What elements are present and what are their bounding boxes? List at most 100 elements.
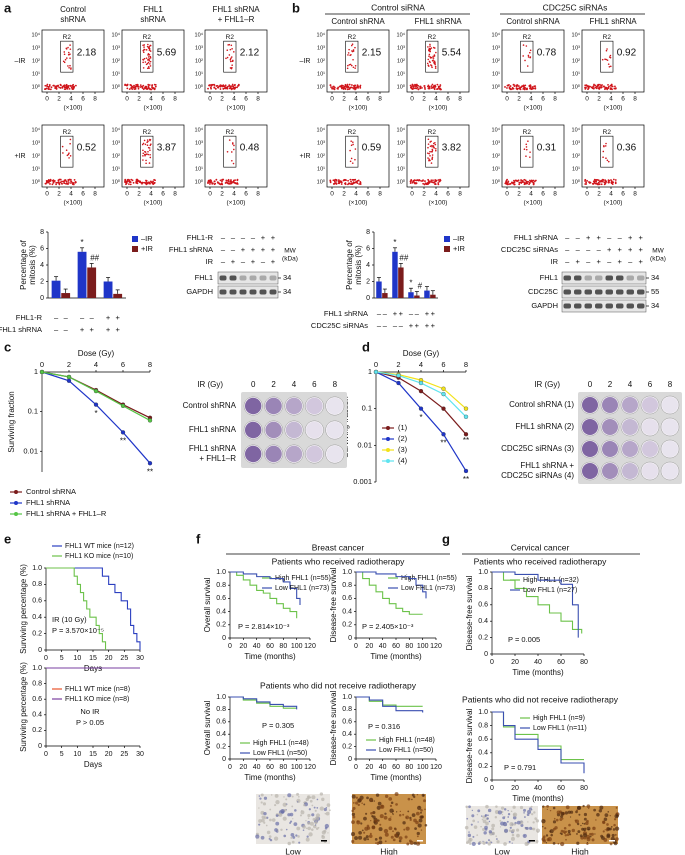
- x-tick-label: 4: [232, 191, 236, 198]
- event-dot: [348, 87, 351, 90]
- gate: [345, 135, 359, 168]
- ihc-texture: [591, 838, 595, 842]
- ihc-texture: [546, 805, 549, 808]
- column-label: Control: [60, 5, 86, 14]
- blot-band: [574, 289, 582, 295]
- event-dot: [145, 49, 148, 51]
- ihc-texture: [371, 825, 376, 830]
- ihc-texture: [523, 816, 526, 818]
- y-tick-label: 10¹: [317, 71, 325, 77]
- event-dot: [348, 48, 350, 51]
- event-dot: [337, 180, 340, 183]
- event-dot: [228, 54, 231, 56]
- y-tick-label: 0.6: [216, 595, 226, 602]
- ihc-texture: [309, 799, 313, 803]
- event-dot: [354, 64, 357, 67]
- event-dot: [589, 85, 591, 88]
- ihc-texture: [580, 824, 582, 827]
- event-dot: [74, 181, 77, 184]
- ihc-texture: [326, 803, 331, 807]
- sign: +: [586, 233, 591, 242]
- event-dot: [145, 162, 147, 165]
- x-tick-label: 10: [73, 751, 81, 758]
- ihc-texture: [398, 814, 402, 817]
- x-tick-label: 0: [208, 96, 212, 103]
- ihc-texture: [421, 793, 425, 797]
- ihc-texture: [562, 830, 566, 834]
- ihc-texture: [406, 842, 410, 846]
- event-dot: [58, 178, 61, 181]
- point: [396, 373, 401, 378]
- ihc-texture: [296, 798, 301, 804]
- legend-label: High FHL1 (n=48): [379, 737, 435, 744]
- event-dot: [419, 86, 422, 89]
- flow-plot-frame: [581, 29, 645, 93]
- event-dot: [424, 182, 427, 185]
- event-dot: [609, 54, 612, 57]
- x-tick-label: 2: [342, 96, 346, 103]
- blot-strip: [217, 285, 279, 299]
- event-dot: [330, 86, 332, 88]
- y-tick-label: 10⁴: [195, 126, 204, 133]
- event-dot: [353, 87, 356, 90]
- ihc-texture: [611, 833, 615, 837]
- bar: [113, 293, 123, 298]
- colonies: [245, 445, 262, 463]
- ihc-texture: [542, 805, 545, 808]
- survival-curve: [356, 696, 423, 707]
- ihc-texture: [261, 818, 265, 823]
- x-tick-label: 8: [553, 191, 557, 198]
- ihc-texture: [468, 805, 471, 809]
- event-dot: [511, 86, 514, 89]
- event-dot: [55, 88, 58, 90]
- event-dot: [332, 179, 335, 182]
- event-dot: [413, 179, 416, 182]
- y-tick-label: 1.0: [478, 709, 488, 716]
- ihc-texture: [368, 834, 373, 838]
- event-dot: [526, 182, 529, 185]
- event-dot: [597, 181, 600, 184]
- ihc-texture: [358, 835, 363, 840]
- ihc-texture: [285, 828, 288, 831]
- well: [660, 395, 680, 415]
- y-axis-label: mitosis (%): [354, 245, 363, 285]
- y-tick-label: 0.1: [362, 404, 372, 413]
- event-dot: [344, 183, 347, 186]
- event-dot: [593, 178, 596, 181]
- well: [660, 439, 680, 459]
- significance-label: *: [80, 238, 83, 247]
- x-tick-label: 4: [529, 96, 533, 103]
- event-dot: [525, 143, 528, 146]
- event-dot: [612, 178, 615, 181]
- ihc-texture: [470, 823, 473, 826]
- ihc-texture: [466, 817, 469, 820]
- plate-title: IR (Gy): [534, 380, 560, 389]
- event-dot: [423, 86, 426, 89]
- ihc-texture: [613, 818, 617, 821]
- survival-curve: [356, 571, 427, 599]
- ihc-texture: [481, 818, 484, 821]
- event-dot: [68, 157, 70, 159]
- x-tick-label: 0: [125, 191, 129, 198]
- point: [463, 432, 469, 437]
- x-tick-label: 10: [73, 655, 81, 662]
- event-dot: [125, 181, 127, 184]
- y-tick-label: 10⁰: [492, 83, 501, 90]
- ihc-texture: [482, 819, 487, 824]
- value-label: 2.15: [362, 47, 382, 58]
- ihc-texture: [305, 797, 309, 802]
- ihc-texture: [497, 810, 502, 815]
- colonies: [306, 421, 323, 439]
- event-dot: [518, 183, 521, 186]
- ihc-texture: [607, 810, 610, 813]
- point: [418, 389, 424, 394]
- event-dot: [149, 50, 152, 52]
- y-tick-label: 0.4: [216, 608, 226, 615]
- ihc-texture: [574, 819, 577, 822]
- event-dot: [524, 84, 527, 87]
- ihc-texture: [325, 807, 328, 809]
- legend-label: Low FHL1 (n=50): [253, 750, 307, 757]
- bar: [398, 267, 404, 298]
- event-dot: [59, 181, 62, 184]
- event-dot: [431, 86, 434, 89]
